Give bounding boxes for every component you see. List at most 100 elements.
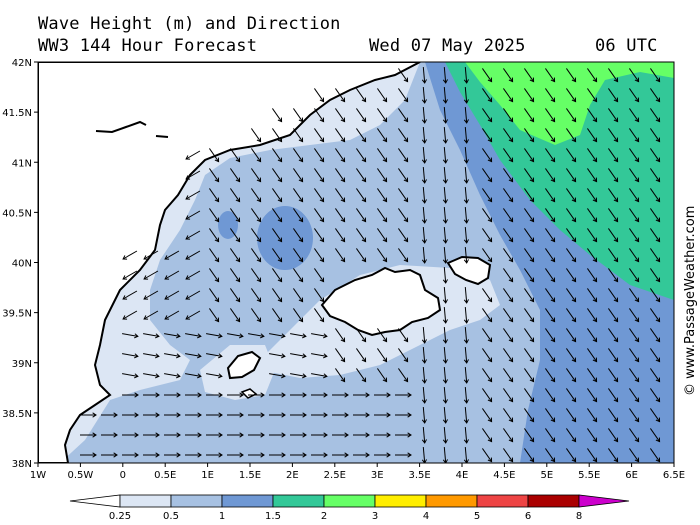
direction-arrow: [251, 128, 261, 142]
direction-arrow: [185, 270, 201, 280]
direction-arrow: [524, 228, 534, 242]
direction-arrow: [587, 428, 597, 442]
direction-arrowhead: [322, 333, 328, 339]
lon-label: 5E: [540, 470, 553, 481]
direction-arrowhead: [239, 452, 244, 458]
direction-arrowhead: [571, 137, 577, 143]
direction-arrowhead: [185, 175, 191, 180]
direction-arrowhead: [508, 157, 514, 163]
direction-arrow: [650, 428, 660, 442]
direction-arrow: [293, 308, 303, 322]
direction-arrowhead: [463, 359, 469, 364]
direction-arrowhead: [487, 237, 493, 243]
direction-arrowhead: [403, 77, 409, 83]
direction-arrow: [629, 228, 639, 242]
direction-arrow: [482, 88, 492, 102]
direction-arrowhead: [487, 217, 493, 223]
direction-arrow: [356, 128, 366, 142]
direction-arrow: [398, 328, 408, 342]
direction-arrowhead: [403, 157, 409, 163]
direction-arrowhead: [155, 452, 160, 458]
direction-arrow: [650, 268, 660, 282]
direction-arrow: [269, 353, 285, 357]
direction-arrowhead: [550, 177, 556, 183]
direction-arrow: [293, 228, 303, 242]
direction-arrow: [209, 188, 219, 202]
direction-arrow: [608, 428, 618, 442]
direction-arrow: [482, 208, 492, 222]
lon-label: 2E: [286, 470, 299, 481]
direction-arrowhead: [185, 195, 191, 200]
direction-arrow: [314, 228, 324, 242]
direction-arrowhead: [322, 373, 328, 379]
legend-swatch: [323, 494, 376, 508]
direction-arrowhead: [382, 357, 388, 363]
direction-arrowhead: [655, 457, 661, 463]
direction-arrow: [422, 226, 426, 244]
direction-arrow: [566, 348, 576, 362]
direction-arrow: [482, 288, 492, 302]
direction-arrowhead: [133, 373, 139, 379]
direction-arrow: [422, 146, 426, 164]
direction-arrowhead: [214, 197, 220, 203]
direction-arrowhead: [571, 457, 577, 463]
direction-arrowhead: [239, 432, 244, 438]
direction-arrowhead: [214, 257, 220, 263]
direction-arrow: [566, 328, 576, 342]
direction-arrowhead: [487, 97, 493, 103]
direction-arrowhead: [361, 177, 367, 183]
direction-arrowhead: [277, 297, 283, 303]
direction-arrowhead: [122, 295, 128, 300]
lon-label: 0.5W: [68, 470, 94, 481]
direction-arrowhead: [218, 432, 223, 438]
direction-arrowhead: [463, 419, 469, 424]
direction-arrowhead: [298, 297, 304, 303]
direction-arrow: [377, 88, 387, 102]
lat-label: 39N: [12, 359, 32, 370]
legend-swatch: [170, 494, 223, 508]
direction-arrow: [422, 426, 426, 444]
direction-arrowhead: [571, 397, 577, 403]
direction-arrowhead: [176, 392, 181, 398]
direction-arrowhead: [487, 337, 493, 343]
direction-arrowhead: [361, 97, 367, 103]
direction-arrow: [443, 426, 447, 444]
direction-arrowhead: [613, 257, 619, 263]
direction-arrow: [398, 168, 408, 182]
direction-arrowhead: [508, 117, 514, 123]
direction-arrow: [524, 68, 534, 82]
direction-arrow: [545, 388, 555, 402]
direction-arrowhead: [634, 197, 640, 203]
direction-arrowhead: [550, 237, 556, 243]
direction-arrow: [482, 68, 492, 82]
direction-arrowhead: [277, 257, 283, 263]
direction-arrowhead: [529, 257, 535, 263]
direction-arrow: [122, 333, 138, 337]
direction-arrowhead: [463, 99, 469, 104]
direction-arrow: [629, 428, 639, 442]
direction-arrowhead: [613, 137, 619, 143]
direction-arrowhead: [613, 377, 619, 383]
direction-arrowhead: [164, 275, 170, 280]
legend-label: 4: [423, 511, 429, 522]
direction-arrow: [650, 88, 660, 102]
direction-arrow: [185, 310, 201, 320]
direction-arrowhead: [340, 337, 346, 343]
direction-arrowhead: [508, 237, 514, 243]
direction-arrow: [230, 288, 240, 302]
direction-arrowhead: [463, 259, 469, 264]
direction-arrow: [545, 148, 555, 162]
direction-arrowhead: [592, 437, 598, 443]
direction-arrow: [566, 88, 576, 102]
direction-arrow: [164, 373, 180, 377]
direction-arrowhead: [302, 412, 307, 418]
direction-arrowhead: [155, 432, 160, 438]
direction-arrowhead: [529, 337, 535, 343]
direction-arrowhead: [281, 452, 286, 458]
direction-arrow: [422, 106, 426, 124]
direction-arrowhead: [361, 377, 367, 383]
direction-arrow: [464, 226, 468, 244]
direction-arrow: [650, 288, 660, 302]
direction-arrow: [209, 268, 219, 282]
direction-arrowhead: [361, 337, 367, 343]
